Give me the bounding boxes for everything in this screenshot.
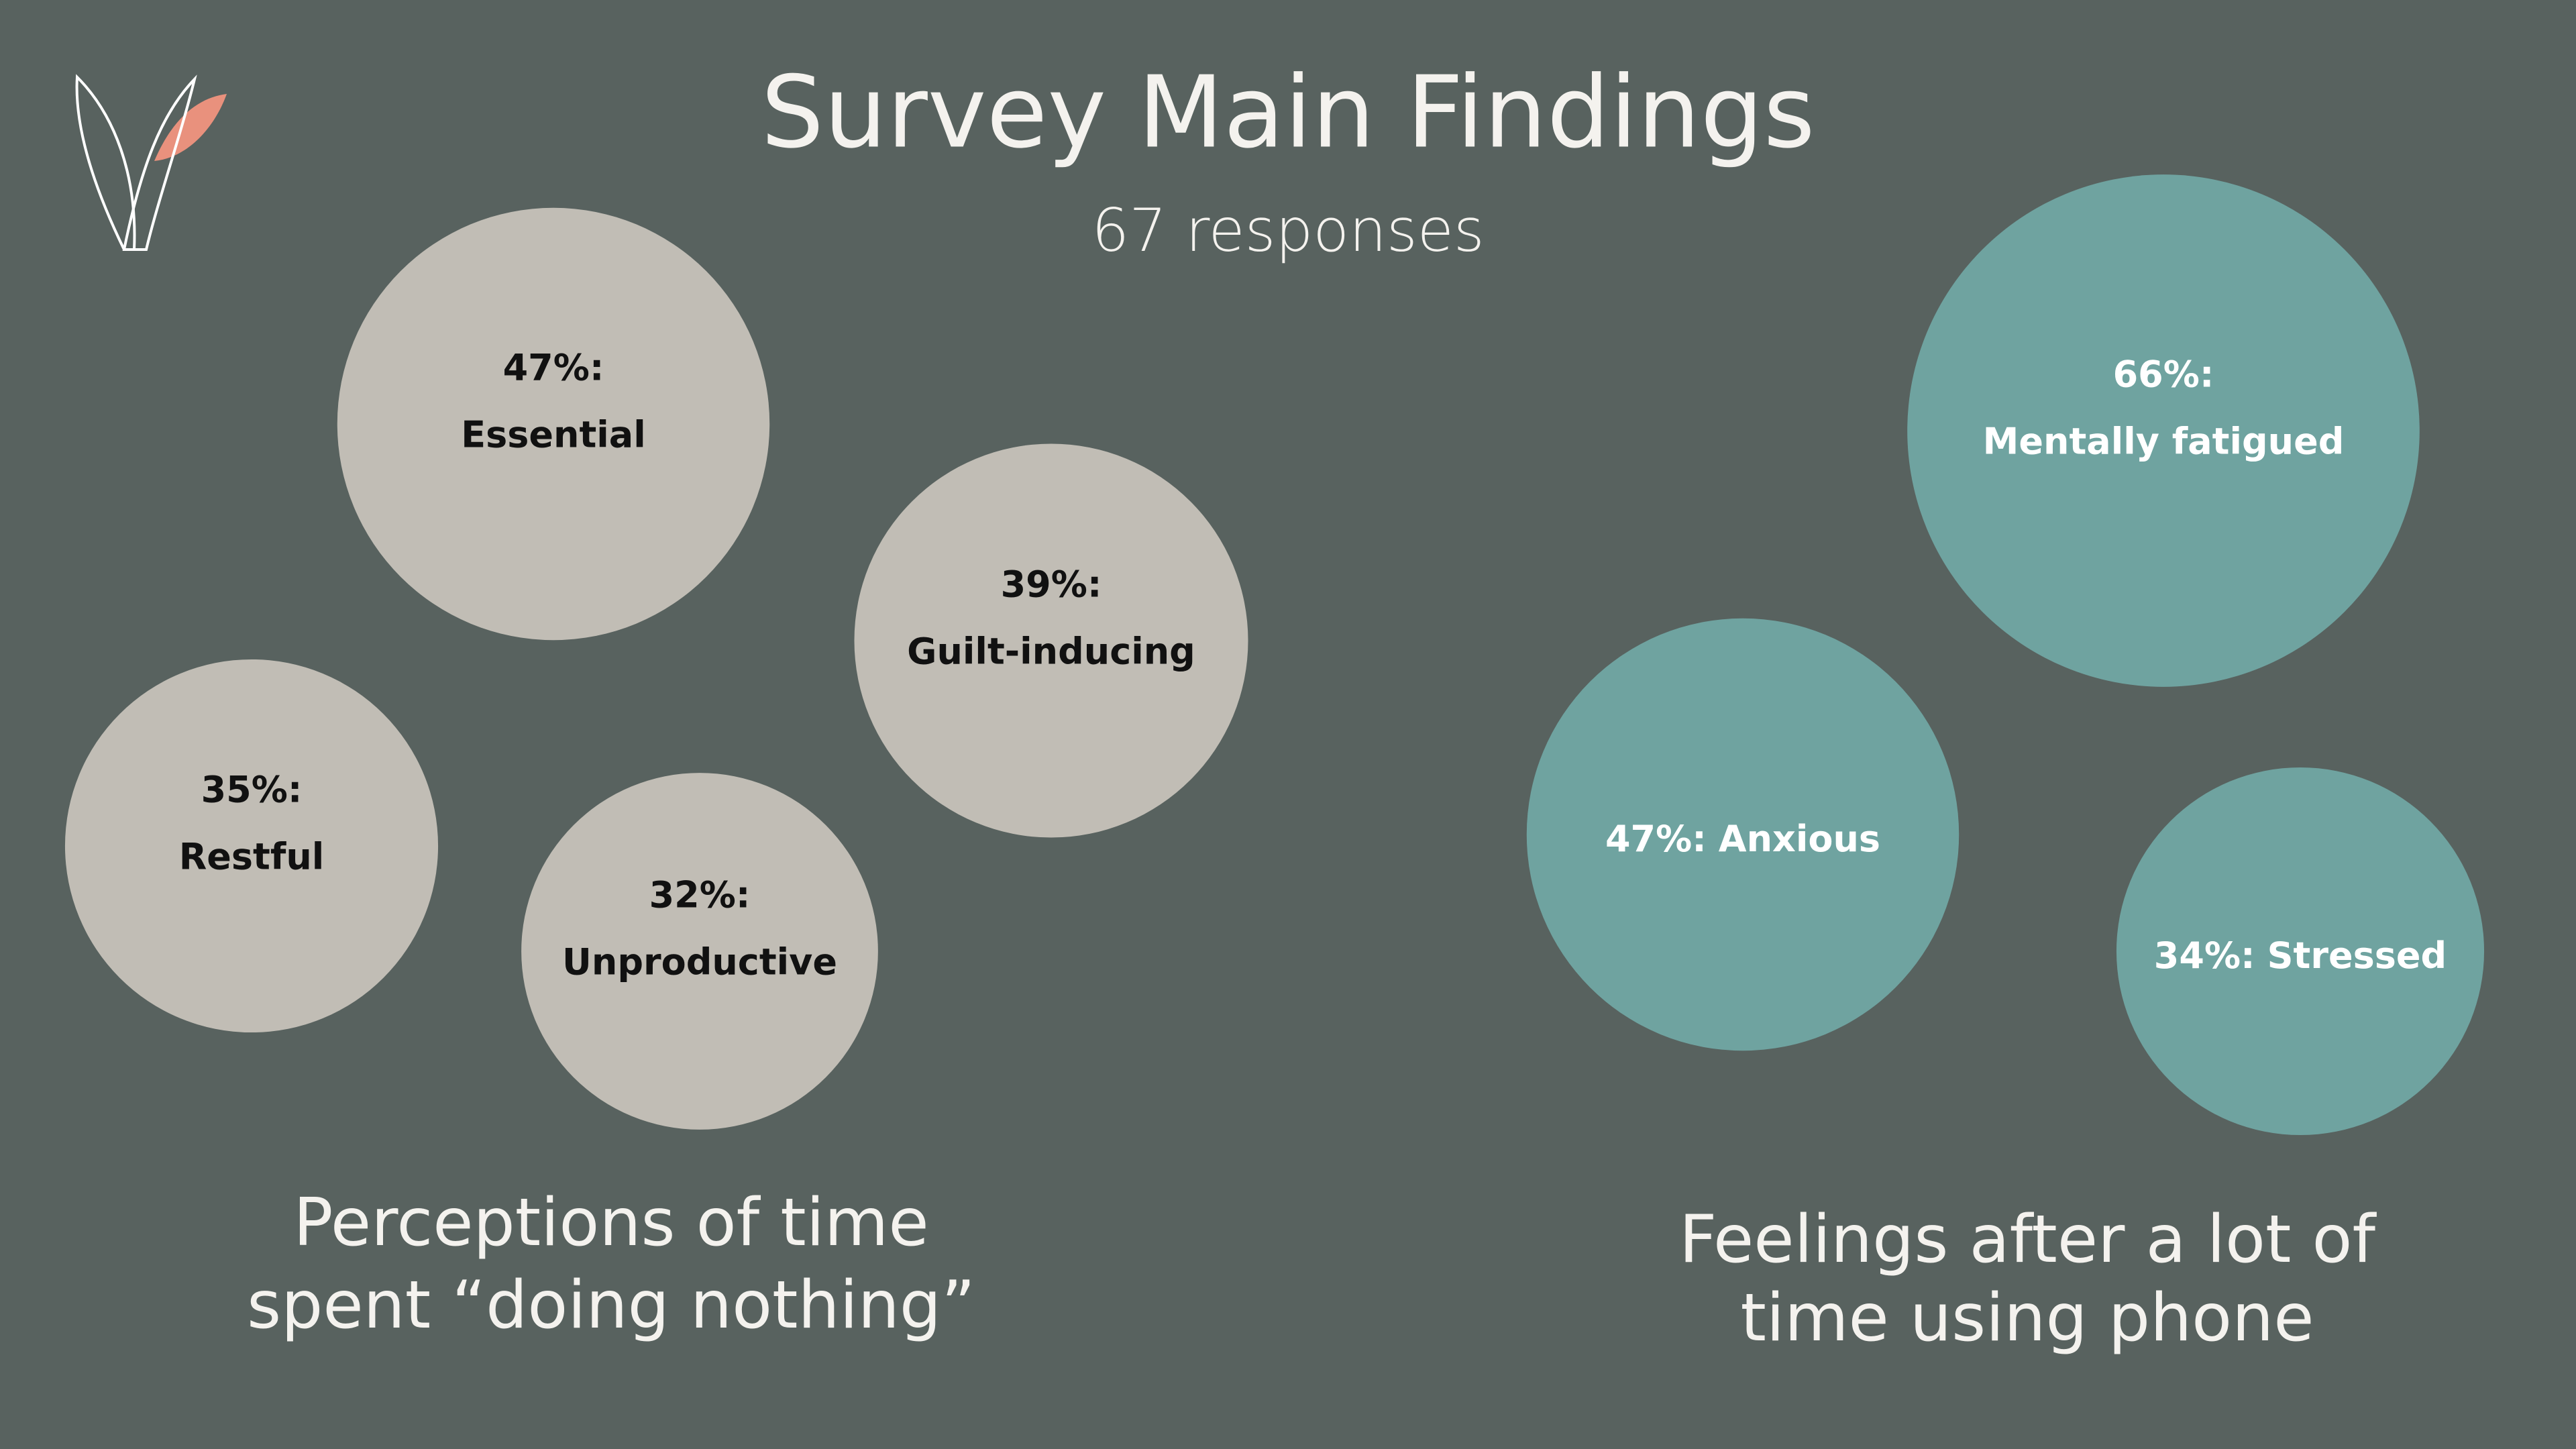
- logo: [75, 74, 227, 251]
- category-label: Restful: [179, 836, 325, 878]
- caption: Feelings after a lot of: [1679, 1201, 2377, 1278]
- title: Survey Main Findings: [761, 55, 1815, 170]
- bubble-label: 47%: Anxious: [1605, 818, 1880, 860]
- category-label: Stressed: [2267, 934, 2447, 977]
- category-label: Mentally fatigued: [1983, 421, 2345, 463]
- bubble: [521, 773, 878, 1130]
- value-label: 34%:: [2154, 934, 2255, 977]
- bubble: [1526, 618, 1960, 1051]
- value-label: 47%:: [1605, 818, 1707, 860]
- bubble: [337, 207, 770, 641]
- category-label: Guilt-inducing: [907, 631, 1195, 673]
- bubble-label: 34%: Stressed: [2154, 934, 2447, 977]
- category-label: Unproductive: [562, 941, 837, 983]
- subtitle: 67 responses: [1091, 196, 1485, 265]
- caption: spent “doing nothing”: [247, 1267, 975, 1344]
- caption: time using phone: [1740, 1280, 2314, 1356]
- category-label: Anxious: [1719, 818, 1880, 860]
- bubble: [2116, 767, 2485, 1136]
- value-label: 35%:: [201, 769, 303, 811]
- bubble: [854, 443, 1248, 838]
- bubble: [64, 659, 439, 1033]
- value-label: 47%:: [503, 347, 604, 389]
- value-label: 39%:: [1001, 564, 1102, 606]
- value-label: 66%:: [2113, 354, 2214, 396]
- category-label: Essential: [461, 414, 646, 456]
- caption: Perceptions of time: [293, 1185, 928, 1261]
- bubble: [1907, 174, 2420, 687]
- value-label: 32%:: [649, 874, 751, 916]
